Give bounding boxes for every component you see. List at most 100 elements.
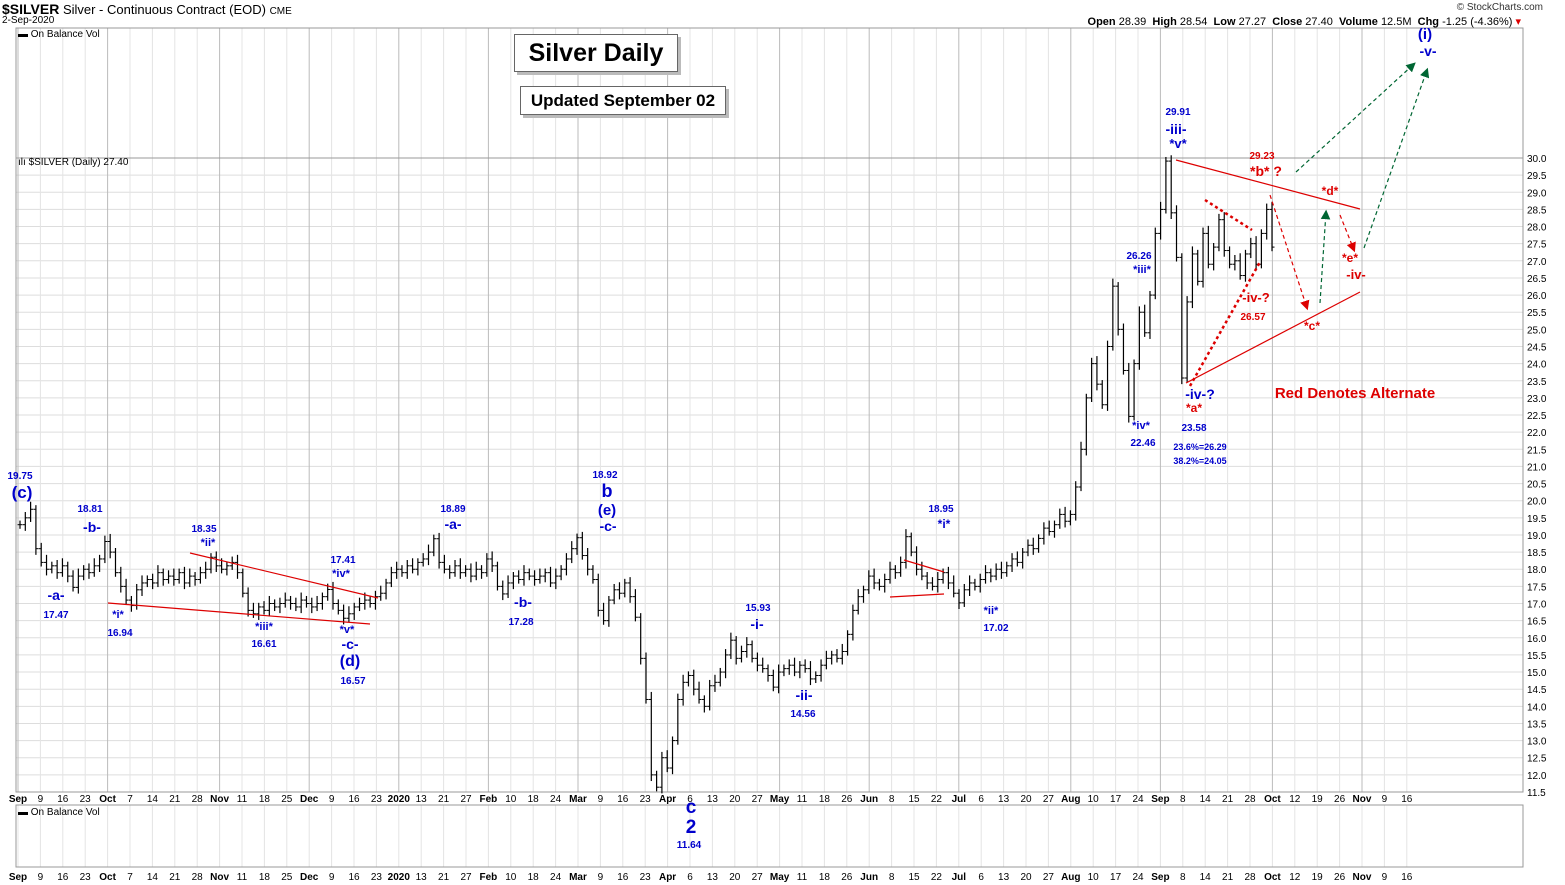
y-tick-label: 23.0 [1527,394,1547,405]
obv-bottom-text: On Balance Vol [30,807,100,818]
y-tick-label: 30.0 [1527,154,1547,165]
y-tick-label: 27.0 [1527,257,1547,268]
projection-arrows [1269,62,1430,311]
x-tick-label: 28 [1244,794,1256,805]
x-tick-label: 23 [640,794,652,805]
y-tick-label: 17.0 [1527,600,1547,611]
x-tick-label: Sep [9,794,27,805]
x-tick-label: 20 [729,794,741,805]
wave-label: 15.93 [745,603,770,614]
ticker-symbol: $SILVER [2,1,60,17]
ohlc-readout: Open 28.39 High 28.54 Low 27.27 Close 27… [1088,15,1521,28]
x-tick-label-lower: 27 [1043,872,1055,883]
y-tick-label: 18.0 [1527,565,1547,576]
x-tick-label: 27 [752,794,764,805]
wave-label: -c- [341,636,358,652]
x-tick-label-lower: 6 [978,872,984,883]
wave-label: 17.02 [983,623,1008,634]
wave-label: *b* ? [1250,163,1282,179]
x-tick-label-lower: 13 [998,872,1010,883]
x-tick-label: 28 [192,794,204,805]
x-tick-label: Feb [480,794,498,805]
wave-label: -a- [47,587,64,603]
y-tick-label: 26.5 [1527,274,1547,285]
wave-label: -v- [1419,43,1436,59]
x-tick-label-lower: 22 [931,872,943,883]
x-tick-label: 23 [80,794,92,805]
green-projection-arrow [1295,62,1416,173]
red-projection-arrow [1269,194,1310,311]
price-panel-label: ılı $SILVER (Daily) 27.40 [18,157,128,168]
x-tick-label-lower: 23 [371,872,383,883]
x-tick-label: 17 [1110,794,1122,805]
x-tick-label-lower: 13 [416,872,428,883]
chart-title: Silver Daily [514,34,678,72]
chart-date: 2-Sep-2020 [2,15,55,26]
x-tick-label: 22 [931,794,943,805]
x-tick-label: 13 [998,794,1010,805]
y-tick-label: 26.0 [1527,291,1547,302]
x-tick-label: 23 [371,794,383,805]
y-tick-label: 16.5 [1527,617,1547,628]
price-bars [17,155,1275,794]
y-tick-label: 23.5 [1527,377,1547,388]
wave-labels: 19.75(c) -a- 17.47 18.81 -b- *i* 16.94 18.35 *ii… [7,26,1436,851]
x-tick-label: 9 [38,794,44,805]
x-tick-label-lower: 25 [281,872,293,883]
wave-label: 22.46 [1130,438,1155,449]
x-tick-label: 27 [1043,794,1055,805]
x-tick-label: 26 [841,794,853,805]
x-tick-label-lower: 9 [598,872,604,883]
x-tick-label-lower: Mar [569,872,587,883]
y-tick-label: 13.0 [1527,737,1547,748]
x-tick-label-lower: Apr [659,872,676,883]
wave-label: -iv-? [1185,386,1215,402]
x-tick-label: 16 [57,794,69,805]
wave-label: -iii- [1166,121,1187,137]
wave-label: (i) [1418,26,1432,43]
y-tick-label: 22.5 [1527,411,1547,422]
x-tick-label-lower: 26 [841,872,853,883]
wave-label: -b- [514,594,532,610]
x-tick-label-lower: Oct [1264,872,1281,883]
x-tick-label-lower: 16 [57,872,69,883]
x-tick-label-lower: 19 [1312,872,1324,883]
x-tick-label: 9 [329,794,335,805]
x-tick-label: 8 [889,794,895,805]
y-tick-label: 28.5 [1527,205,1547,216]
x-tick-label-lower: 16 [1401,872,1413,883]
wave-label: c [686,797,697,818]
wave-label: 38.2%=24.05 [1173,456,1226,466]
x-tick-label: 6 [978,794,984,805]
x-tick-label-lower: 24 [550,872,562,883]
ticker-description: Silver - Continuous Contract (EOD) [62,2,266,17]
x-tick-label: 18 [259,794,271,805]
x-tick-label-lower: 20 [1020,872,1032,883]
wave-label: 18.89 [440,504,465,515]
x-tick-label: 9 [598,794,604,805]
y-tick-label: 14.0 [1527,702,1547,713]
x-tick-label-lower: Jul [952,872,967,883]
wave-label: 16.94 [107,628,132,639]
x-tick-label: Mar [569,794,587,805]
x-tick-label-lower: 2020 [388,872,411,883]
wave-label: 16.61 [251,639,276,650]
trendline [1185,291,1361,384]
wave-label: *e* [1342,251,1358,265]
wave-label: *iv* [1132,420,1150,432]
open-label: Open [1087,16,1116,28]
wave-label: 16.57 [340,676,365,687]
x-tick-label: 14 [147,794,159,805]
x-tick-label: 13 [707,794,719,805]
x-tick-label: Dec [300,794,319,805]
x-tick-label-lower: 21 [169,872,181,883]
x-tick-label-lower: 13 [707,872,719,883]
x-tick-label: 21 [1222,794,1234,805]
x-tick-label-lower: Aug [1061,872,1080,883]
wave-label: *v* [1169,136,1187,151]
y-tick-label: 29.0 [1527,188,1547,199]
wave-label: *iv* [332,568,350,580]
wave-label: *iii* [1133,264,1151,276]
open-value: 28.39 [1118,16,1147,28]
x-tick-label: 9 [1382,794,1388,805]
